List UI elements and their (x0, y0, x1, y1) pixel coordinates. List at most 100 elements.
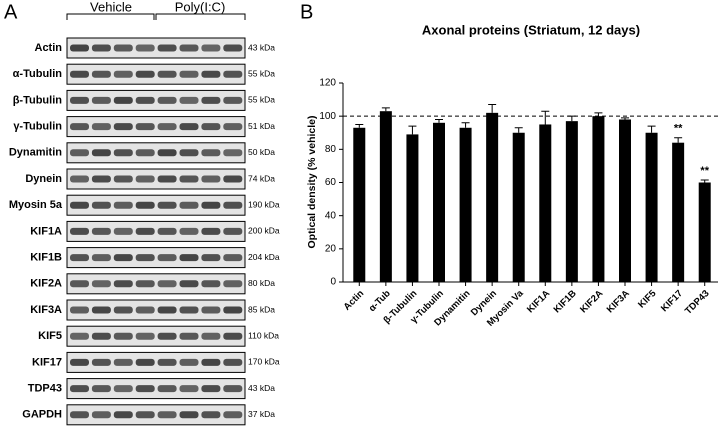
blot-band (113, 280, 133, 288)
blot-band (223, 96, 243, 104)
blot-band (157, 149, 177, 157)
size-label: 51 kDa (248, 121, 275, 131)
blot-band (157, 358, 177, 366)
blot-band (70, 411, 89, 419)
blot-band (179, 201, 199, 209)
blot-band (113, 332, 133, 340)
y-tick-label: 120 (319, 78, 336, 89)
blot-band (179, 96, 199, 104)
error-bar (674, 137, 683, 143)
error-bar (408, 125, 417, 135)
error-bar (647, 125, 656, 133)
size-label: 170 kDa (248, 357, 280, 367)
size-label: 43 kDa (248, 42, 275, 52)
protein-label: KIF1B (30, 252, 62, 264)
blot-band (113, 411, 133, 419)
protein-label: β-Tubulin (13, 94, 63, 106)
blot-band (223, 149, 243, 157)
blot-band (179, 149, 199, 157)
blot-band (201, 411, 221, 419)
blot-band (91, 70, 111, 78)
protein-label: KIF3A (30, 304, 62, 316)
blot-frame (66, 168, 246, 190)
blot-band (113, 201, 133, 209)
blot-band (135, 332, 155, 340)
blot-band (179, 70, 199, 78)
error-bar (594, 112, 603, 117)
blot-band (70, 149, 89, 157)
blot-band (113, 123, 133, 131)
blot-band (91, 227, 111, 235)
error-bar (514, 127, 523, 133)
size-label: 85 kDa (248, 304, 275, 314)
blot-band (179, 411, 199, 419)
blot-frame (66, 89, 246, 111)
error-bar (381, 107, 390, 112)
bar (486, 112, 499, 282)
blot-band (223, 44, 243, 52)
blot-band (223, 201, 243, 209)
blot-band (135, 175, 155, 183)
blot-band (201, 227, 221, 235)
blot-band (70, 306, 89, 314)
panel-label: B (300, 1, 313, 23)
bar (565, 121, 578, 283)
blot-frame (66, 378, 246, 400)
blot-band (179, 227, 199, 235)
blot-band (91, 96, 111, 104)
bar (645, 132, 658, 282)
protein-label: KIF1A (30, 225, 62, 237)
blot-band (70, 227, 89, 235)
error-bar (700, 179, 709, 183)
bar (512, 132, 525, 282)
significance: ** (674, 123, 683, 135)
blot-band (201, 96, 221, 104)
blot-band (223, 385, 243, 393)
blot-frame (66, 37, 246, 59)
blot-frame (66, 404, 246, 426)
blot-band (223, 123, 243, 131)
blot-band (223, 332, 243, 340)
x-tick-label: Actin (342, 288, 367, 313)
blot-band (179, 175, 199, 183)
error-bar (541, 110, 550, 125)
protein-label: KIF17 (32, 356, 62, 368)
y-axis-label: Optical density (% vehicle) (306, 115, 318, 248)
blot-band (157, 332, 177, 340)
bar (353, 127, 366, 283)
blot-band (201, 306, 221, 314)
bar (619, 119, 631, 282)
blot-band (113, 358, 133, 366)
blot-band (70, 70, 89, 78)
blot-band (157, 254, 177, 262)
blot-band (91, 201, 111, 209)
blot-band (223, 227, 243, 235)
error-bar (461, 122, 470, 128)
blot-band (157, 227, 177, 235)
blot-band (201, 123, 221, 131)
blot-band (70, 96, 89, 104)
blot-band (113, 254, 133, 262)
y-tick-label: 20 (325, 243, 337, 254)
bar (459, 127, 472, 283)
blot-band (135, 227, 155, 235)
protein-label: α-Tubulin (13, 68, 63, 80)
blot-band (201, 280, 221, 288)
blot-band (223, 254, 243, 262)
blot-frame (66, 351, 246, 373)
y-tick-label: 0 (330, 277, 336, 288)
blot-band (135, 96, 155, 104)
size-label: 37 kDa (248, 409, 275, 419)
blot-band (179, 332, 199, 340)
blot-band (223, 411, 243, 419)
blot-band (91, 411, 111, 419)
blot-band (223, 280, 243, 288)
blot-frame (66, 194, 246, 216)
x-tick-label: KIF3A (605, 288, 632, 315)
blot-band (157, 280, 177, 288)
protein-label: GAPDH (22, 409, 62, 421)
bar (672, 142, 685, 282)
group-bracket (66, 13, 246, 20)
blot-band (201, 175, 221, 183)
